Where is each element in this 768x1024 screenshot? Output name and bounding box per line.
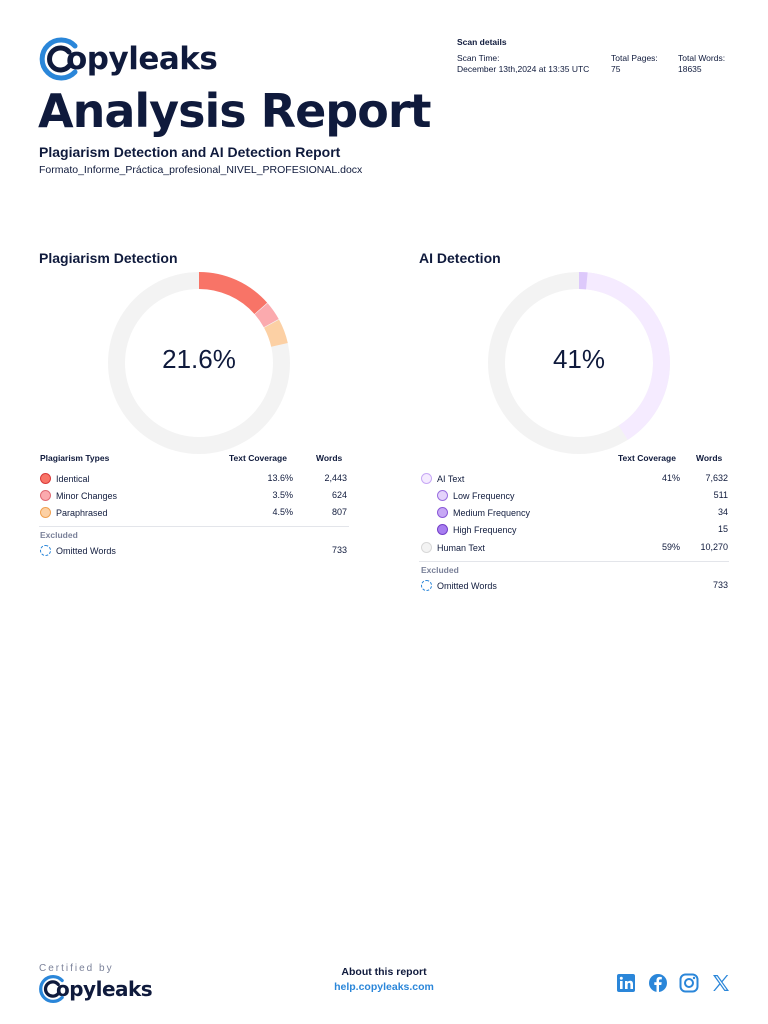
- identical-coverage: 13.6%: [267, 473, 293, 483]
- human-text-label: Human Text: [437, 542, 485, 553]
- minor-changes-label: Minor Changes: [56, 490, 118, 501]
- minor-changes-dot-icon: [40, 490, 51, 501]
- ai-text-dot-icon: [421, 473, 432, 484]
- page-subtitle: Plagiarism Detection and AI Detection Re…: [39, 144, 341, 160]
- total-words-label: Total Words:: [678, 53, 726, 63]
- scan-details: Scan details Scan Time: December 13th,20…: [457, 37, 747, 81]
- ai-total-percent: 41%: [552, 344, 606, 374]
- scan-time-label: Scan Time:: [457, 53, 500, 63]
- paraphrased-coverage: 4.5%: [272, 507, 293, 517]
- about-report-title: About this report: [341, 966, 427, 978]
- certified-by-label: Certified by: [39, 963, 114, 974]
- human-text-coverage: 59%: [661, 542, 680, 552]
- plagiarism-divider: [39, 526, 349, 527]
- ai-row-high-frequency: High Frequency 15: [419, 524, 729, 538]
- paraphrased-dot-icon: [40, 507, 51, 518]
- paraphrased-label: Paraphrased: [56, 507, 108, 518]
- ai-row-human-text: Human Text 59% 10,270: [419, 542, 729, 556]
- ai-excluded-label: Excluded: [421, 565, 459, 575]
- file-name: Formato_Informe_Práctica_profesional_NIV…: [39, 164, 363, 176]
- footer-logo-wordmark: opyleaks: [56, 977, 153, 1001]
- low-frequency-label: Low Frequency: [453, 490, 515, 501]
- linkedin-icon[interactable]: [616, 973, 636, 993]
- identical-label: Identical: [56, 473, 90, 484]
- ai-omitted-label: Omitted Words: [437, 580, 497, 591]
- ai-donut: 41%: [484, 272, 674, 454]
- total-pages-value: 75: [611, 64, 621, 74]
- ai-text-words: 7,632: [705, 473, 728, 483]
- plagiarism-donut: 21.6%: [104, 272, 294, 454]
- scan-details-title: Scan details: [457, 37, 507, 47]
- plagiarism-segment-1: [254, 303, 279, 328]
- ai-row-medium-frequency: Medium Frequency 34: [419, 507, 729, 521]
- ai-text-coverage: 41%: [661, 473, 680, 483]
- plagiarism-table: Plagiarism Types Text Coverage Words Ide…: [39, 453, 349, 563]
- ai-segment: [579, 272, 670, 440]
- facebook-icon[interactable]: [648, 973, 668, 993]
- ai-omitted-words: 733: [712, 580, 728, 590]
- ai-row-ai-text: AI Text 41% 7,632: [419, 473, 729, 487]
- omitted-dashed-circle-icon: [40, 545, 51, 556]
- ai-row-omitted: Omitted Words 733: [419, 580, 729, 594]
- ai-section-title: AI Detection: [419, 250, 501, 266]
- plagiarism-words-header: Words: [316, 453, 343, 463]
- plagiarism-coverage-header: Text Coverage: [229, 453, 287, 463]
- ai-words-header: Words: [696, 453, 723, 463]
- copyleaks-logo: opyleaks: [38, 36, 218, 82]
- ai-divider: [419, 561, 729, 562]
- plagiarism-row-minor-changes: Minor Changes 3.5% 624: [39, 490, 349, 504]
- plagiarism-row-identical: Identical 13.6% 2,443: [39, 473, 349, 487]
- plagiarism-segment-2: [264, 319, 288, 347]
- ai-frequency-segment: [579, 272, 588, 290]
- plagiarism-types-header: Plagiarism Types: [40, 453, 110, 463]
- low-frequency-dot-icon: [437, 490, 448, 501]
- total-pages-label: Total Pages:: [611, 53, 658, 63]
- medium-frequency-label: Medium Frequency: [453, 507, 531, 518]
- minor-changes-coverage: 3.5%: [272, 490, 293, 500]
- total-words-value: 18635: [678, 64, 702, 74]
- plagiarism-donut-chart: [107, 272, 290, 454]
- high-frequency-label: High Frequency: [453, 524, 517, 535]
- plagiarism-row-omitted: Omitted Words 733: [39, 545, 349, 559]
- footer-copyleaks-logo: opyleaks: [38, 974, 153, 1004]
- human-text-words: 10,270: [700, 542, 728, 552]
- plagiarism-omitted-label: Omitted Words: [56, 545, 116, 556]
- page-title: Analysis Report: [38, 84, 432, 138]
- plagiarism-segment-0: [199, 272, 268, 314]
- plagiarism-section-title: Plagiarism Detection: [39, 250, 178, 266]
- copyleaks-c-icon: [39, 37, 78, 81]
- paraphrased-words: 807: [331, 507, 347, 517]
- high-frequency-dot-icon: [437, 524, 448, 535]
- x-icon[interactable]: [711, 973, 731, 993]
- plagiarism-excluded-label: Excluded: [40, 530, 78, 540]
- identical-words: 2,443: [324, 473, 347, 483]
- medium-frequency-words: 34: [717, 507, 728, 517]
- scan-time-value: December 13th,2024 at 13:35 UTC: [457, 64, 590, 74]
- about-report: About this report help.copyleaks.com: [300, 966, 468, 993]
- ai-omitted-dashed-circle-icon: [421, 580, 432, 591]
- medium-frequency-dot-icon: [437, 507, 448, 518]
- low-frequency-words: 511: [713, 490, 728, 500]
- footer-copyleaks-c-icon: [39, 975, 64, 1003]
- help-link[interactable]: help.copyleaks.com: [334, 981, 434, 993]
- plagiarism-total-percent: 21.6%: [162, 344, 236, 374]
- ai-coverage-header: Text Coverage: [618, 453, 676, 463]
- ai-row-low-frequency: Low Frequency 511: [419, 490, 729, 504]
- high-frequency-words: 15: [717, 524, 728, 534]
- logo-wordmark: opyleaks: [66, 41, 218, 77]
- human-text-dot-icon: [421, 542, 432, 553]
- ai-donut-chart: [487, 272, 670, 454]
- plagiarism-omitted-words: 733: [331, 545, 347, 555]
- identical-dot-icon: [40, 473, 51, 484]
- plagiarism-row-paraphrased: Paraphrased 4.5% 807: [39, 507, 349, 521]
- instagram-icon[interactable]: [679, 973, 699, 993]
- minor-changes-words: 624: [331, 490, 347, 500]
- ai-table: Text Coverage Words AI Text 41% 7,632 Lo…: [419, 453, 729, 598]
- ai-text-label: AI Text: [437, 473, 465, 484]
